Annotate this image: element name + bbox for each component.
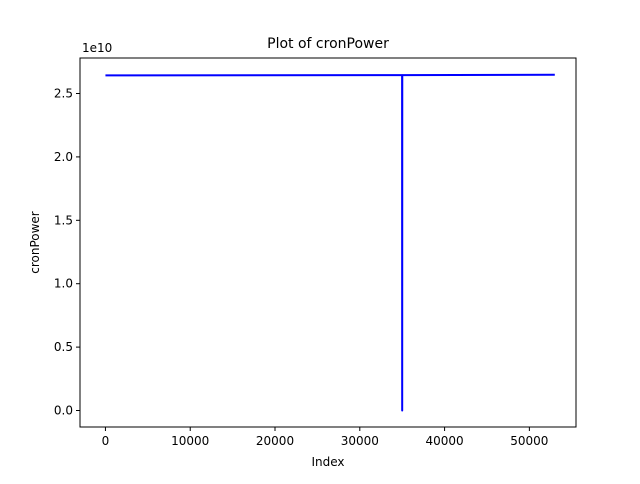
x-tick-label: 0 [102,434,110,448]
series-line-0 [105,73,555,412]
x-axis-label: Index [311,455,344,469]
axes-frame [79,57,577,428]
x-tick-label: 50000 [510,434,548,448]
y-tick-label: 0.5 [54,340,73,354]
y-tick-label: 1.5 [54,213,73,227]
x-tick-label: 10000 [171,434,209,448]
y-tick-label: 2.5 [54,87,73,101]
x-tick-label: 40000 [425,434,463,448]
x-tick-label: 20000 [256,434,294,448]
y-tick-label: 0.0 [54,404,73,418]
y-tick-label: 2.0 [54,150,73,164]
y-axis-label: cronPower [28,211,42,274]
y-axis-offset-label: 1e10 [82,41,112,55]
y-tick-label: 1.0 [54,277,73,291]
chart-title: Plot of cronPower [267,36,389,52]
x-tick-label: 30000 [341,434,379,448]
